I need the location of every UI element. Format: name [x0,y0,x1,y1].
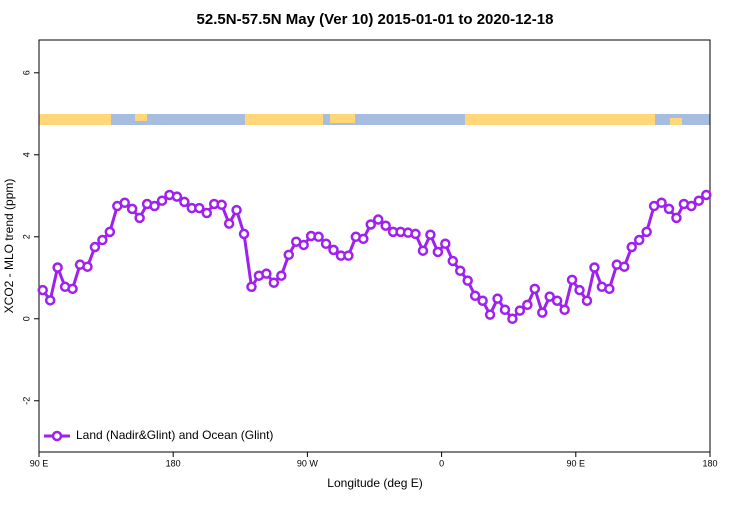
legend-label: Land (Nadir&Glint) and Ocean (Glint) [76,428,273,442]
x-tick-label: 180 [166,458,181,468]
data-point [507,313,518,325]
data-point [537,307,548,318]
data-point [223,218,235,229]
data-point [671,212,682,224]
data-point [298,239,309,251]
data-point [701,189,712,201]
data-point [447,255,459,267]
data-point [589,262,600,273]
data-point [216,199,227,211]
data-point [320,238,332,249]
legend: Land (Nadir&Glint) and Ocean (Glint) [44,428,273,442]
data-point [119,197,130,209]
data-point [514,305,526,316]
data-point [246,281,257,293]
data-point [559,304,570,315]
data-point [149,200,160,212]
data-point [380,220,391,231]
chart-title: 52.5N-57.5N May (Ver 10) 2015-01-01 to 2… [197,11,554,28]
data-point [52,262,63,273]
land-band [465,114,655,125]
data-point [619,261,630,272]
land-ocean-band [39,114,710,125]
land-band [670,118,682,125]
y-tick-label: 0 [21,316,31,321]
data-point [194,202,205,214]
data-point [425,229,436,240]
data-point [686,200,697,212]
data-point [693,195,705,206]
y-tick-label: 2 [21,234,31,239]
data-point [604,283,615,295]
legend-marker [51,430,63,442]
data-point [343,250,354,261]
data-point [261,268,272,279]
data-point [432,246,444,258]
x-tick-label: 180 [702,458,717,468]
data-point [171,191,183,202]
y-tick-label: 6 [21,70,31,75]
data-point [283,249,295,261]
y-tick-label: 4 [21,152,31,157]
data-point [372,214,384,225]
land-band [39,114,111,125]
data-point [82,261,93,272]
plot-frame [38,39,711,453]
data-point [633,234,645,246]
data-point [134,212,145,224]
ocean-band [39,114,710,125]
data-point [104,226,116,238]
data-point [37,284,48,296]
x-tick-label: 0 [439,458,444,468]
data-point [44,295,56,306]
data-point [469,290,481,302]
data-point [313,231,324,243]
data-point [89,241,101,253]
data-point [641,226,652,238]
x-tick-label: 90 E [30,458,49,468]
data-point [566,274,578,286]
data-point [328,244,339,256]
x-tick-label: 90 E [567,458,586,468]
data-point [365,219,377,230]
data-point [126,203,138,215]
data-point [179,196,190,208]
data-point [238,228,250,240]
data-point [156,195,168,206]
land-band [245,114,323,125]
data-point [484,309,496,320]
y-axis-label: XCO2 - MLO trend (ppm) [2,179,16,314]
data-point [358,233,369,245]
data-point [417,245,429,256]
data-point [544,291,555,302]
data-point [440,238,451,249]
data-point [201,207,212,219]
data-point [67,283,78,295]
data-point [499,304,511,315]
data-point [454,265,466,277]
data-point [529,283,541,295]
data-point [276,270,287,281]
data-point [462,275,473,286]
data-point [268,277,280,288]
data-point [663,203,675,215]
data-point [581,295,593,306]
data-point [492,293,503,304]
x-axis-label: Longitude (deg E) [327,476,422,490]
y-tick-label: -2 [21,397,31,405]
data-point [551,295,563,306]
data-point [410,228,421,240]
data-point [477,295,488,306]
land-band [330,114,355,123]
data-point [231,204,242,216]
land-band [135,114,147,121]
data-point [574,284,585,296]
x-tick-label: 90 W [297,458,319,468]
data-point [656,197,667,209]
data-point [97,234,108,246]
data-point [626,241,637,253]
data-point [522,299,533,311]
